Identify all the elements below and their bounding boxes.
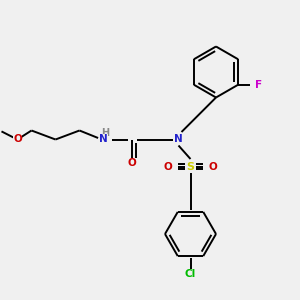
Text: F: F bbox=[256, 80, 262, 90]
Text: O: O bbox=[164, 161, 172, 172]
Text: O: O bbox=[208, 161, 217, 172]
Text: O: O bbox=[13, 134, 22, 145]
Text: O: O bbox=[128, 158, 136, 169]
Text: N: N bbox=[99, 134, 108, 145]
Text: N: N bbox=[174, 134, 183, 145]
Text: H: H bbox=[101, 128, 110, 138]
Text: Cl: Cl bbox=[185, 269, 196, 279]
Text: S: S bbox=[187, 161, 194, 172]
